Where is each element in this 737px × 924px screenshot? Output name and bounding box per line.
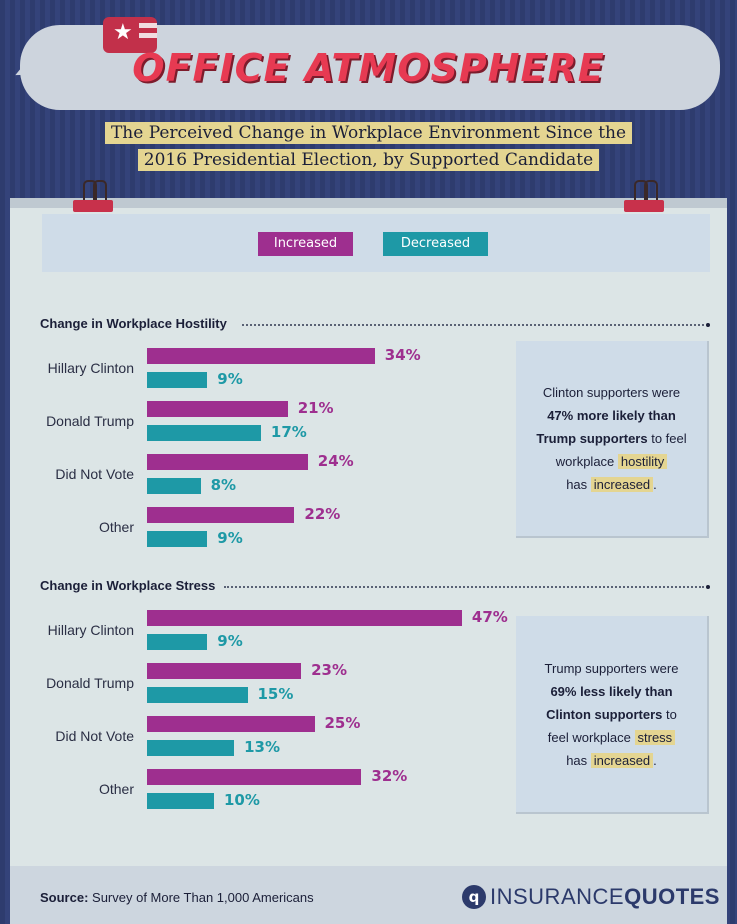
bar-value-label: 32%: [371, 767, 408, 785]
bar-value-label: 15%: [257, 685, 294, 703]
bar-value-label: 34%: [384, 346, 421, 364]
section-divider-end: [706, 585, 710, 589]
chart-title-stress: Change in Workplace Stress: [40, 578, 216, 593]
callout-text: Clinton supporters were: [542, 385, 681, 400]
source-label: Source:: [40, 890, 89, 905]
callout-highlight: hostility: [617, 454, 668, 469]
callout-text: .: [653, 752, 657, 768]
page-subtitle: The Perceived Change in Workplace Enviro…: [52, 120, 685, 174]
callout-text: Trump supporters were: [544, 660, 679, 676]
bar-decreased: [147, 531, 208, 547]
callout-hostility: Clinton supporters were 47% more likely …: [516, 341, 709, 538]
bar-value-label: 23%: [311, 661, 347, 679]
legend-decreased: Decreased: [383, 232, 488, 256]
binder-clip-icon: [624, 180, 664, 212]
callout-highlight: stress: [634, 729, 676, 745]
page-title: OFFICE ATMOSPHERE: [132, 46, 605, 90]
bar-increased: [147, 507, 295, 523]
bar-value-label: 9%: [217, 632, 243, 650]
legend-panel: [42, 214, 710, 272]
section-divider: [224, 586, 704, 588]
callout-text: .: [653, 477, 657, 492]
brand-wordmark: INSURANCEQUOTES: [490, 884, 720, 910]
subtitle-line-1: The Perceived Change in Workplace Enviro…: [104, 122, 633, 144]
bar-value-label: 13%: [244, 738, 280, 756]
callout-text: has: [566, 477, 591, 492]
bar-value-label: 9%: [217, 370, 243, 388]
bar-value-label: 8%: [210, 476, 237, 494]
callout-text: workplace: [555, 454, 618, 469]
callout-emphasis: 47% more likely than: [547, 408, 676, 423]
brand-name-b: QUOTES: [624, 884, 720, 909]
category-label: Donald Trump: [46, 675, 134, 691]
bar-increased: [147, 348, 375, 364]
bar-value-label: 25%: [324, 714, 361, 732]
footer: [10, 866, 727, 924]
callout-stress: Trump supporters were 69% less likely th…: [516, 616, 709, 814]
category-label: Other: [98, 519, 134, 535]
callout-emphasis: Clinton supporters: [546, 706, 663, 722]
bar-decreased: [147, 740, 235, 756]
bar-increased: [147, 610, 462, 626]
chart-title-hostility: Change in Workplace Hostility: [40, 316, 227, 331]
bar-value-label: 21%: [297, 399, 334, 417]
bar-increased: [147, 663, 302, 679]
category-label: Other: [98, 781, 134, 797]
bar-increased: [147, 716, 315, 732]
category-label: Donald Trump: [46, 413, 134, 429]
category-label: Hillary Clinton: [47, 622, 134, 638]
bar-value-label: 24%: [317, 452, 354, 470]
flag-icon: ★: [103, 17, 157, 53]
brand-logo: q INSURANCEQUOTES: [462, 882, 720, 912]
bar-increased: [147, 769, 362, 785]
bar-decreased: [147, 478, 201, 494]
callout-emphasis: 69% less likely than: [550, 683, 673, 699]
category-label: Did Not Vote: [55, 728, 134, 744]
callout-text: feel workplace: [547, 729, 635, 745]
board-top-edge: [10, 198, 727, 208]
category-label: Did Not Vote: [55, 466, 134, 482]
brand-icon: q: [462, 885, 486, 909]
callout-highlight: increased: [590, 477, 654, 492]
callout-text: has: [566, 752, 591, 768]
bar-value-label: 9%: [217, 529, 243, 547]
callout-text: to: [662, 706, 677, 722]
bar-decreased: [147, 372, 208, 388]
callout-emphasis: Trump supporters: [536, 431, 648, 446]
bar-value-label: 17%: [270, 423, 307, 441]
bar-value-label: 22%: [304, 505, 341, 523]
binder-clip-icon: [73, 180, 113, 212]
bar-decreased: [147, 425, 261, 441]
bar-decreased: [147, 793, 214, 809]
source-text: Survey of More Than 1,000 Americans: [88, 890, 314, 905]
bar-increased: [147, 454, 308, 470]
subtitle-line-2: 2016 Presidential Election, by Supported…: [137, 149, 600, 171]
brand-name-a: INSURANCE: [490, 884, 625, 909]
bar-decreased: [147, 687, 248, 703]
bar-decreased: [147, 634, 208, 650]
callout-highlight: increased: [590, 752, 654, 768]
legend-increased: Increased: [258, 232, 353, 256]
section-divider: [242, 324, 704, 326]
callout-text: to feel: [647, 431, 687, 446]
category-label: Hillary Clinton: [47, 360, 134, 376]
section-divider-end: [706, 323, 710, 327]
source-note: Source: Survey of More Than 1,000 Americ…: [40, 890, 314, 905]
bar-value-label: 10%: [224, 791, 260, 809]
bar-increased: [147, 401, 288, 417]
bar-value-label: 47%: [471, 608, 508, 626]
